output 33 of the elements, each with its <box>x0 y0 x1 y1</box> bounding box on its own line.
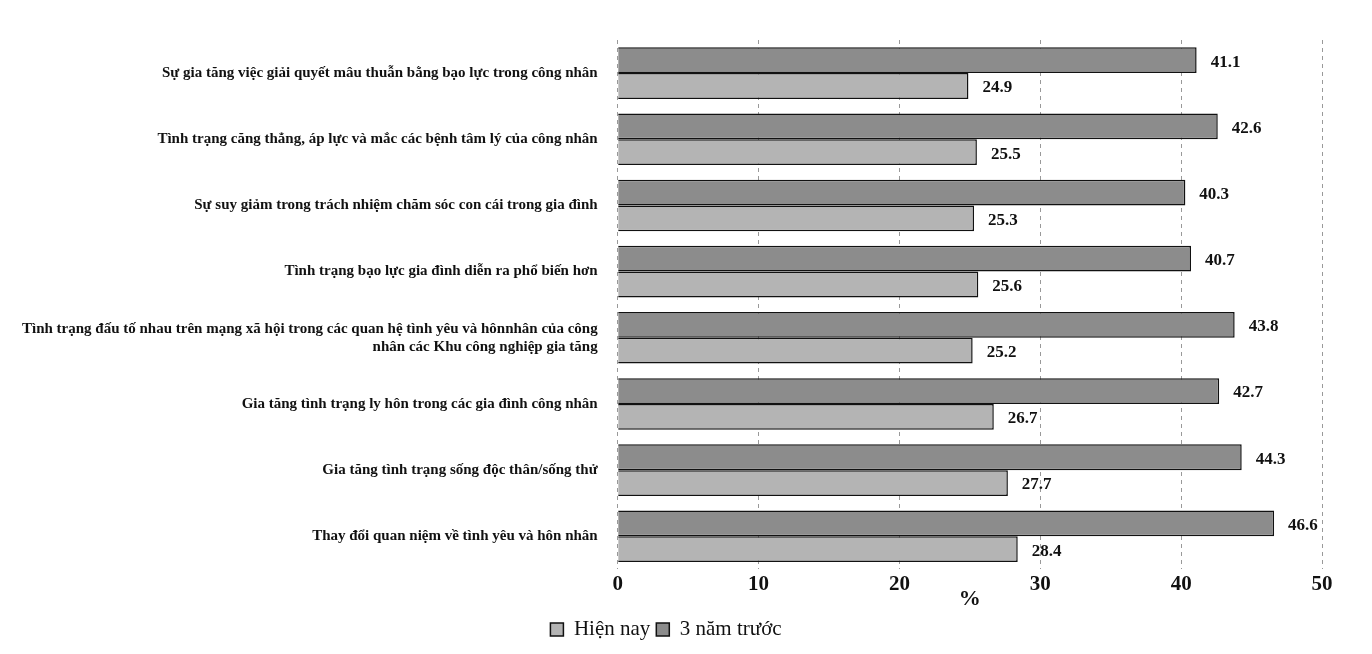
y-tick-label: Gia tăng tình trạng ly hôn trong các gia đình công nhân <box>241 394 599 411</box>
data-label: 46.6 <box>1288 514 1318 534</box>
x-axis-title: % <box>958 585 981 611</box>
legend-label: Hiện nay <box>573 616 651 641</box>
y-tick-label: Gia tăng tình trạng sống độc thân/sống thử <box>322 461 599 478</box>
y-tick-label: Thay đổi quan niệm về tình yêu và hôn nhân <box>312 527 599 544</box>
y-tick-label: Sự suy giảm trong trách nhiệm chăm sóc con cái trong gia đình <box>194 196 599 213</box>
data-label: 40.7 <box>1205 250 1236 270</box>
data-label: 40.3 <box>1199 183 1230 203</box>
x-tick-label: 40 <box>1170 571 1192 596</box>
data-label: 27.7 <box>1021 474 1053 494</box>
x-tick-label: 10 <box>748 571 770 596</box>
y-tick-label: Sự gia tăng việc giải quyết mâu thuẫn bằng bạo lực trong công nhân <box>161 63 599 80</box>
data-label: 42.6 <box>1231 117 1262 137</box>
data-label: 25.5 <box>990 143 1021 163</box>
data-label: 24.9 <box>982 77 1013 97</box>
legend-label: 3 năm trước <box>679 616 782 641</box>
y-tick-label: Tình trạng đấu tố nhau trên mạng xã hội trong các quan hệ tình yêu và hônnhân của công nhân các Khu công nghiệp gia tăng <box>22 319 599 354</box>
data-label: 41.1 <box>1210 51 1241 71</box>
data-label: 26.7 <box>1007 408 1039 428</box>
x-tick-label: 50 <box>1311 571 1333 596</box>
data-label: 25.3 <box>988 209 1018 229</box>
data-label: 44.3 <box>1255 448 1286 468</box>
x-tick-label: 20 <box>888 571 910 596</box>
x-tick-label: 30 <box>1029 571 1051 596</box>
x-tick-label: 0 <box>612 571 623 596</box>
y-tick-label: Tình trạng bạo lực gia đình diễn ra phổ biến hơn <box>284 262 599 279</box>
data-label: 42.7 <box>1233 382 1264 402</box>
y-tick-label: Tình trạng căng thẳng, áp lực và mắc các bệnh tâm lý của công nhân <box>157 130 599 147</box>
data-label: 43.8 <box>1248 316 1279 336</box>
data-label: 28.4 <box>1031 540 1062 560</box>
data-label: 25.2 <box>986 342 1017 362</box>
data-label: 25.6 <box>992 275 1023 295</box>
